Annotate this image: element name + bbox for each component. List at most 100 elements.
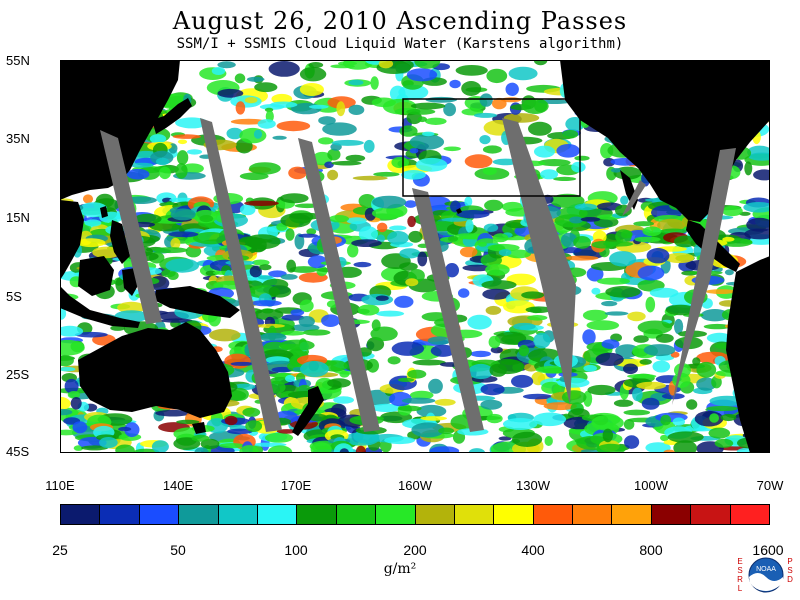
cloud-patch [118, 426, 132, 432]
cloud-patch [308, 62, 324, 68]
colorbar-segment [651, 505, 692, 524]
cloud-patch [485, 305, 502, 315]
swath-gap [502, 118, 576, 405]
cloud-patch [645, 442, 671, 453]
cloud-patch [637, 320, 673, 335]
cloud-patch [582, 329, 596, 345]
cloud-patch [528, 348, 562, 363]
cloud-patch [560, 232, 578, 248]
cloud-patch [660, 434, 669, 442]
cloud-patch [79, 202, 108, 218]
cloud-patch [425, 96, 458, 103]
cloud-patch [623, 363, 638, 375]
cloud-patch [483, 223, 499, 232]
cloud-patch [253, 308, 284, 321]
cloud-patch [290, 324, 320, 332]
cloud-patch [407, 215, 416, 228]
japan-island [152, 98, 192, 134]
cloud-patch [405, 278, 419, 287]
cloud-patch [191, 434, 210, 442]
colorbar-segment [336, 505, 377, 524]
cloud-patch [498, 249, 512, 257]
colorbar-tick-label: 1600 [752, 542, 784, 558]
cloud-patch [72, 421, 88, 434]
cloud-patch [384, 436, 416, 445]
cloud-patch [513, 322, 536, 331]
cloud-patch [486, 413, 503, 424]
cloud-patch [285, 374, 295, 383]
lat-label-5s: 5S [6, 289, 22, 304]
cloud-patch [318, 137, 334, 145]
cloud-patch [571, 161, 586, 173]
cloud-patch [633, 221, 655, 227]
cloud-patch [129, 162, 154, 168]
cloud-patch [604, 311, 629, 316]
cloud-patch [133, 448, 160, 453]
cloud-patch [641, 397, 660, 410]
cloud-patch [378, 60, 394, 69]
cloud-patch [270, 101, 298, 108]
cloud-patch [299, 299, 314, 313]
cloud-patch [289, 212, 324, 220]
cloud-liquid-water-map [60, 60, 770, 453]
colorbar-segment [573, 505, 613, 524]
cloud-patch [582, 309, 608, 321]
cloud-patch [692, 357, 701, 366]
cloud-patch [60, 429, 78, 436]
cloud-patch [172, 134, 201, 139]
cloud-patch [533, 412, 567, 427]
cloud-patch [596, 443, 626, 453]
cloud-patch [623, 419, 635, 430]
cloud-patch [373, 171, 400, 177]
cloud-patch [591, 414, 624, 431]
cloud-patch [391, 341, 425, 356]
cloud-patch [299, 83, 324, 96]
cloud-patch [285, 228, 295, 241]
cloud-patch [564, 255, 599, 261]
cloud-patch [328, 215, 349, 223]
cloud-patch [391, 156, 410, 169]
cloud-patch [518, 344, 530, 357]
cloud-patch [605, 286, 641, 298]
cloud-patch [331, 160, 362, 166]
cloud-patch [377, 222, 388, 233]
swath-gap-layer [100, 118, 736, 432]
new-guinea [154, 286, 240, 318]
cloud-patch [714, 438, 734, 448]
cloud-patch [743, 202, 770, 213]
cloud-patch [276, 429, 297, 434]
cloud-patch [550, 193, 585, 209]
cloud-patch [649, 287, 679, 298]
colorbar-segment [100, 505, 140, 524]
cloud-patch [580, 217, 601, 222]
colorbar-tick-label: 400 [521, 542, 545, 558]
cloud-patch [512, 431, 543, 447]
cloud-patch [665, 304, 696, 316]
cloud-patch [430, 344, 456, 357]
cloud-patch [482, 288, 511, 300]
south-america [726, 256, 770, 453]
cloud-patch [485, 263, 510, 276]
cloud-patch [401, 170, 426, 180]
cloud-patch [268, 285, 292, 298]
cloud-patch [454, 233, 485, 240]
cloud-patch [488, 335, 501, 349]
cloud-patch [449, 79, 461, 89]
cloud-patch [534, 145, 555, 158]
colorbar-tick-label: 800 [639, 542, 663, 558]
cloud-patch [468, 448, 486, 453]
cloud-patch [434, 398, 456, 406]
cloud-patch [706, 405, 738, 412]
cloud-patch [280, 274, 298, 280]
cloud-patch [673, 440, 698, 453]
cloud-patch [176, 419, 200, 425]
cloud-patch [234, 73, 246, 84]
cloud-patch [250, 300, 282, 307]
lon-label-140e: 140E [162, 478, 194, 493]
cloud-patch [587, 384, 616, 396]
cloud-patch [502, 418, 538, 430]
cloud-patch [462, 264, 493, 272]
cloud-patch [655, 333, 674, 343]
cloud-patch [478, 242, 487, 247]
cloud-patch [186, 149, 203, 155]
